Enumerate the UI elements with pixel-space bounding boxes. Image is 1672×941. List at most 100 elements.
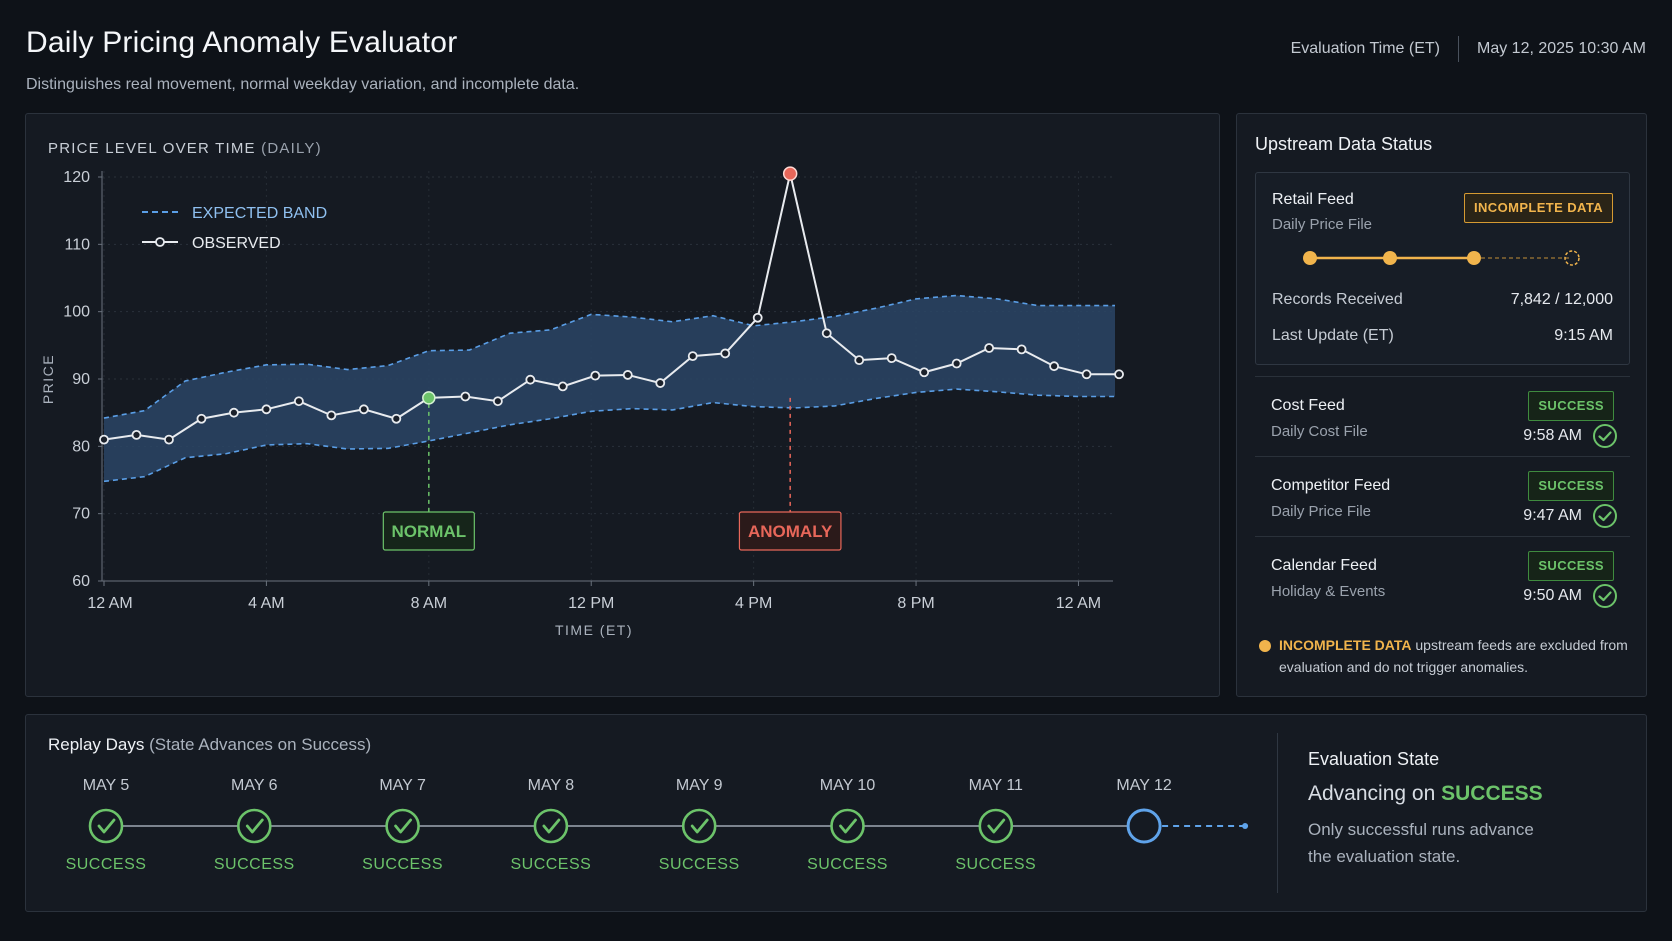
day-label: MAY 7 xyxy=(379,777,426,794)
y-tick-label: 80 xyxy=(72,438,90,455)
retail-feed-name: Retail Feed xyxy=(1272,191,1354,208)
evaluation-time-label: Evaluation Time (ET) xyxy=(1290,40,1440,57)
feed-name: Calendar Feed xyxy=(1271,557,1377,574)
expected-band-area xyxy=(104,295,1115,482)
observed-line xyxy=(103,173,1120,441)
feed-time: 9:58 AM xyxy=(1523,427,1582,444)
timeline-end-dot xyxy=(1242,823,1249,829)
observed-point xyxy=(886,353,897,364)
incomplete-data-badge: INCOMPLETE DATA xyxy=(1463,193,1613,223)
records-received-row: Records Received 7,842 / 12,000 xyxy=(1272,291,1613,309)
progress-step-done xyxy=(1383,251,1397,265)
chart-legend: EXPECTED BAND OBSERVED xyxy=(142,205,327,252)
x-tick-label: 12 AM xyxy=(87,595,132,612)
day-status: SUCCESS xyxy=(66,856,147,873)
expected-band-upper-line xyxy=(103,294,1115,419)
y-axis-title: PRICE xyxy=(40,354,56,404)
day-success-marker xyxy=(237,808,272,844)
day-label: MAY 5 xyxy=(83,777,130,794)
day-status: SUCCESS xyxy=(955,856,1036,873)
observed-point xyxy=(261,404,272,415)
divider xyxy=(1458,36,1459,62)
observed-point xyxy=(1081,369,1092,380)
day-label: MAY 6 xyxy=(231,777,278,794)
page-subtitle: Distinguishes real movement, normal week… xyxy=(26,76,580,93)
observed-point xyxy=(164,434,174,445)
observed-point xyxy=(622,370,633,380)
x-tick-label: 12 PM xyxy=(568,595,614,612)
day-label: MAY 12 xyxy=(1116,777,1172,794)
day-label: MAY 8 xyxy=(528,777,575,794)
anomaly-annotation-box xyxy=(738,511,842,551)
normal-point xyxy=(422,391,436,405)
evaluation-state: Evaluation State Advancing on SUCCESS On… xyxy=(1308,749,1628,870)
evaluation-state-description: Only successful runs advance the evaluat… xyxy=(1308,820,1534,866)
observed-point xyxy=(590,370,601,381)
check-icon xyxy=(987,818,1006,834)
price-chart-panel: 60 70 80 90 100 110 120 12 AM 4 AM 8 AM 12 PM 4 PM 8… xyxy=(25,113,1220,697)
feed-time: 9:50 AM xyxy=(1523,587,1582,604)
check-icon xyxy=(394,818,412,834)
observed-point xyxy=(196,413,207,424)
replay-title-main: Replay Days xyxy=(48,735,145,754)
feed-sub: Daily Price File xyxy=(1271,503,1372,520)
feed-time: 9:47 AM xyxy=(1523,507,1582,524)
observed-point xyxy=(752,312,763,323)
normal-annotation: NORMAL xyxy=(382,511,475,551)
check-icon xyxy=(690,818,709,834)
upstream-status-panel: Upstream Data Status Retail Feed Daily P… xyxy=(1236,113,1647,697)
observed-point xyxy=(984,343,995,353)
last-update-value: 9:15 AM xyxy=(1554,327,1613,344)
feed-sub: Daily Cost File xyxy=(1271,423,1368,440)
success-badge: SUCCESS xyxy=(1528,551,1614,581)
observed-point xyxy=(391,413,402,424)
observed-point xyxy=(720,348,731,359)
day-status: SUCCESS xyxy=(362,856,443,873)
anomaly-annotation-label: ANOMALY xyxy=(748,522,833,541)
observed-point xyxy=(492,396,503,407)
feed-name: Competitor Feed xyxy=(1271,477,1391,494)
records-label: Records Received xyxy=(1272,291,1403,308)
chart-title: PRICE LEVEL OVER TIME (DAILY) xyxy=(48,140,322,157)
page-title: Daily Pricing Anomaly Evaluator xyxy=(26,26,458,59)
retail-feed-sub: Daily Price File xyxy=(1272,216,1373,233)
observed-point xyxy=(326,410,337,421)
observed-point xyxy=(655,378,666,388)
page-header: Daily Pricing Anomaly Evaluator Distingu… xyxy=(26,26,1646,96)
check-circle-icon xyxy=(1593,504,1617,528)
y-tick-label: 60 xyxy=(72,573,90,590)
observed-point xyxy=(919,367,930,378)
x-tick-label: 4 PM xyxy=(735,595,772,612)
normal-annotation-box xyxy=(382,511,475,551)
legend-observed-marker xyxy=(155,237,165,247)
day-success-marker xyxy=(830,808,865,844)
x-tick-label: 8 AM xyxy=(411,595,447,612)
y-tick-label: 110 xyxy=(64,236,90,253)
feed-row-competitor[interactable]: Competitor Feed Daily Price File SUCCESS… xyxy=(1255,456,1630,536)
feed-sub: Holiday & Events xyxy=(1271,583,1386,600)
feed-row-calendar[interactable]: Calendar Feed Holiday & Events SUCCESS 9… xyxy=(1255,536,1630,616)
day-success-marker xyxy=(978,808,1014,844)
note-highlight: INCOMPLETE DATA xyxy=(1279,637,1412,653)
observed-point xyxy=(131,429,142,440)
check-circle-icon xyxy=(1593,424,1617,448)
price-chart[interactable]: 60 70 80 90 100 110 120 12 AM 4 AM 8 AM 12 PM 4 PM 8… xyxy=(26,114,1221,698)
feed-name: Cost Feed xyxy=(1271,397,1345,414)
observed-point xyxy=(358,404,369,415)
retail-feed-card[interactable]: Retail Feed Daily Price File INCOMPLETE … xyxy=(1255,172,1630,365)
day-label: MAY 11 xyxy=(969,777,1023,794)
check-circle-icon xyxy=(1593,584,1617,608)
replay-title-suffix: (State Advances on Success) xyxy=(149,735,372,754)
warning-dot-icon xyxy=(1259,640,1271,652)
y-tick-label: 90 xyxy=(72,371,90,388)
normal-annotation-label: NORMAL xyxy=(392,522,467,541)
anomaly-point xyxy=(782,166,798,181)
observed-point xyxy=(1114,369,1124,380)
day-success-marker xyxy=(385,808,420,844)
evaluation-time-value: May 12, 2025 10:30 AM xyxy=(1477,40,1646,57)
anomaly-annotation: ANOMALY xyxy=(738,511,842,551)
feed-row-cost[interactable]: Cost Feed Daily Cost File SUCCESS 9:58 A… xyxy=(1255,376,1630,456)
state-prefix: Advancing on xyxy=(1308,782,1436,805)
observed-point xyxy=(951,358,962,369)
day-success-marker xyxy=(533,808,569,844)
